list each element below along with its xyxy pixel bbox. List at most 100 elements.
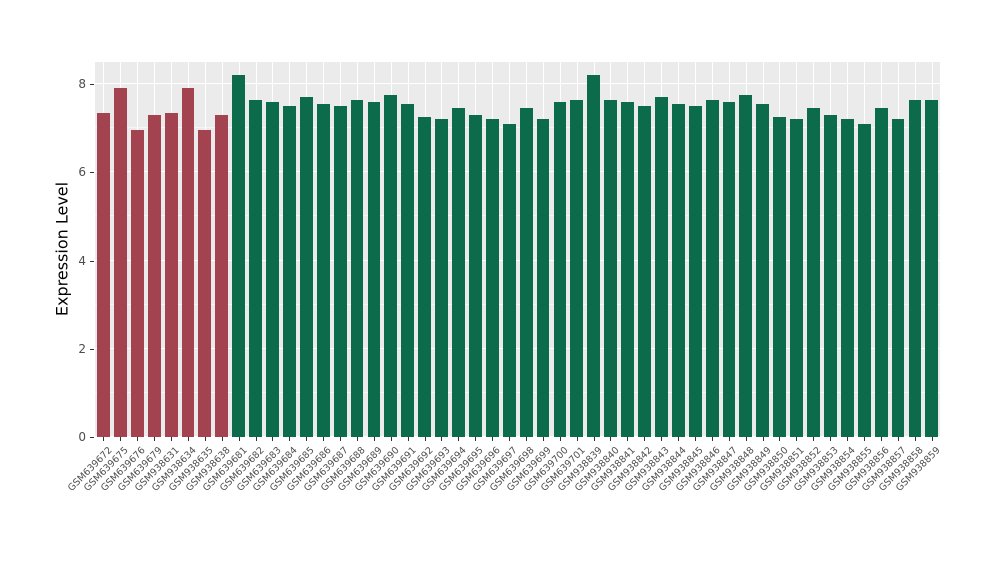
x-tick-mark <box>289 437 291 441</box>
x-tick-mark <box>475 437 477 441</box>
x-tick-mark <box>813 437 815 441</box>
bar-GSM639683 <box>266 101 279 437</box>
x-tick-mark <box>711 437 713 441</box>
bar-slot <box>450 62 467 437</box>
x-tick-mark <box>914 437 916 441</box>
x-tick-mark <box>830 437 832 441</box>
gridline-minor <box>95 391 940 393</box>
y-tick-label: 6 <box>78 165 86 180</box>
bar-GSM639691 <box>401 103 415 437</box>
x-tick-mark <box>627 437 629 441</box>
x-tick-mark <box>644 437 646 441</box>
gridline-major <box>95 436 940 437</box>
bar-slot <box>433 62 450 437</box>
bar-GSM639684 <box>283 106 296 437</box>
x-tick-mark <box>373 437 375 441</box>
x-tick-mark <box>779 437 781 441</box>
x-tick-mark <box>796 437 798 441</box>
bar-slot <box>213 62 230 437</box>
bar-GSM938839 <box>587 75 601 437</box>
bar-GSM639698 <box>519 108 533 437</box>
bar-slot <box>366 62 383 437</box>
bar-slot <box>315 62 332 437</box>
bar-GSM938859 <box>925 99 939 437</box>
bar-slot <box>619 62 636 437</box>
y-tick-mark <box>90 172 94 174</box>
x-tick-mark <box>880 437 882 441</box>
bar-slot <box>737 62 754 437</box>
bar-slot <box>670 62 687 437</box>
bar-slot <box>907 62 924 437</box>
bar-GSM639672 <box>97 112 110 437</box>
bar-slot <box>298 62 315 437</box>
bar-slot <box>146 62 163 437</box>
x-tick-mark <box>694 437 696 441</box>
x-tick-mark <box>492 437 494 441</box>
bar-GSM639681 <box>232 75 246 437</box>
x-tick-mark <box>458 437 460 441</box>
bar-GSM938854 <box>840 119 854 437</box>
bar-GSM938849 <box>756 103 770 437</box>
x-tick-mark <box>323 437 325 441</box>
x-tick-mark <box>728 437 730 441</box>
bar-slot <box>822 62 839 437</box>
bar-GSM639700 <box>553 101 567 437</box>
x-tick-mark <box>272 437 274 441</box>
bar-slot <box>805 62 822 437</box>
bar-slot <box>585 62 602 437</box>
plot-panel <box>95 62 940 437</box>
bar-slot <box>704 62 721 437</box>
bar-GSM639679 <box>147 114 161 437</box>
bar-GSM938845 <box>688 106 702 437</box>
gridline-major <box>95 83 940 85</box>
bar-slot <box>923 62 940 437</box>
bar-slot <box>399 62 416 437</box>
bar-GSM938840 <box>604 99 618 437</box>
x-tick-mark <box>559 437 561 441</box>
bar-slot <box>382 62 399 437</box>
gridline-major <box>95 259 940 261</box>
y-tick-mark <box>90 437 94 438</box>
bar-GSM938848 <box>739 95 753 437</box>
gridline-major <box>95 347 940 349</box>
bar-slot <box>163 62 180 437</box>
x-tick-mark <box>154 437 156 441</box>
x-tick-mark <box>897 437 899 441</box>
bar-GSM639694 <box>452 108 465 437</box>
bar-slot <box>349 62 366 437</box>
bar-GSM938638 <box>215 114 229 437</box>
x-tick-mark <box>407 437 409 441</box>
x-tick-mark <box>762 437 764 441</box>
bar-GSM639697 <box>502 123 516 437</box>
bar-GSM639693 <box>435 119 448 437</box>
bar-GSM938842 <box>638 106 651 437</box>
bar-slot <box>264 62 281 437</box>
x-tick-mark <box>661 437 663 441</box>
bar-slot <box>839 62 856 437</box>
bar-GSM938851 <box>790 119 804 437</box>
bar-GSM639688 <box>350 99 364 437</box>
x-tick-mark <box>137 437 139 441</box>
bar-GSM938634 <box>181 88 195 437</box>
bar-slot <box>602 62 619 437</box>
bar-GSM938852 <box>807 108 820 437</box>
y-tick-mark <box>90 84 94 86</box>
x-tick-mark <box>255 437 257 441</box>
bar-GSM938843 <box>654 97 668 437</box>
bar-slot <box>281 62 298 437</box>
x-tick-mark <box>441 437 443 441</box>
y-axis-title: Expression Level <box>52 181 72 317</box>
bar-GSM639692 <box>418 117 432 437</box>
gridline-major <box>95 171 940 173</box>
bar-slot <box>754 62 771 437</box>
x-tick-mark <box>103 437 105 441</box>
bar-GSM639675 <box>113 88 127 437</box>
bar-GSM938853 <box>824 114 837 437</box>
bar-GSM938857 <box>891 119 905 437</box>
bar-GSM639686 <box>316 103 330 437</box>
bar-slot <box>95 62 112 437</box>
x-tick-mark <box>340 437 342 441</box>
bar-slot <box>501 62 518 437</box>
bar-slot <box>788 62 805 437</box>
bar-GSM938856 <box>874 108 888 437</box>
